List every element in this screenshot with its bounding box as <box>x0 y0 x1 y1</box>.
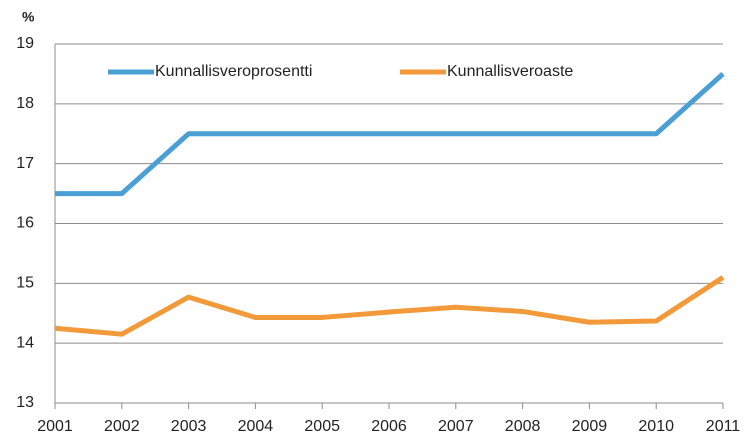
x-tick-label: 2007 <box>438 418 474 435</box>
y-tick-label: 15 <box>16 275 34 292</box>
legend-label: Kunnallisveroaste <box>447 63 573 80</box>
x-tick-label: 2002 <box>104 418 140 435</box>
x-tick-label: 2009 <box>572 418 608 435</box>
x-tick-label: 2011 <box>706 418 741 435</box>
x-tick-label: 2004 <box>238 418 274 435</box>
x-tick-label: 2001 <box>37 418 73 435</box>
x-tick-label: 2010 <box>638 418 674 435</box>
y-axis-label: % <box>22 9 35 25</box>
y-tick-label: 14 <box>16 334 34 351</box>
x-tick-label: 2006 <box>371 418 407 435</box>
series-line <box>55 72 725 197</box>
y-tick-label: 13 <box>16 394 34 411</box>
x-tick-label: 2008 <box>505 418 541 435</box>
x-tick-label: 2005 <box>304 418 340 435</box>
y-tick-label: 17 <box>16 155 34 172</box>
y-tick-label: 19 <box>16 35 34 52</box>
x-tick-label: 2003 <box>171 418 207 435</box>
y-tick-label: 18 <box>16 95 34 112</box>
series-line <box>54 275 725 337</box>
y-tick-label: 16 <box>16 215 34 232</box>
legend-label: Kunnallisveroprosentti <box>155 63 312 80</box>
